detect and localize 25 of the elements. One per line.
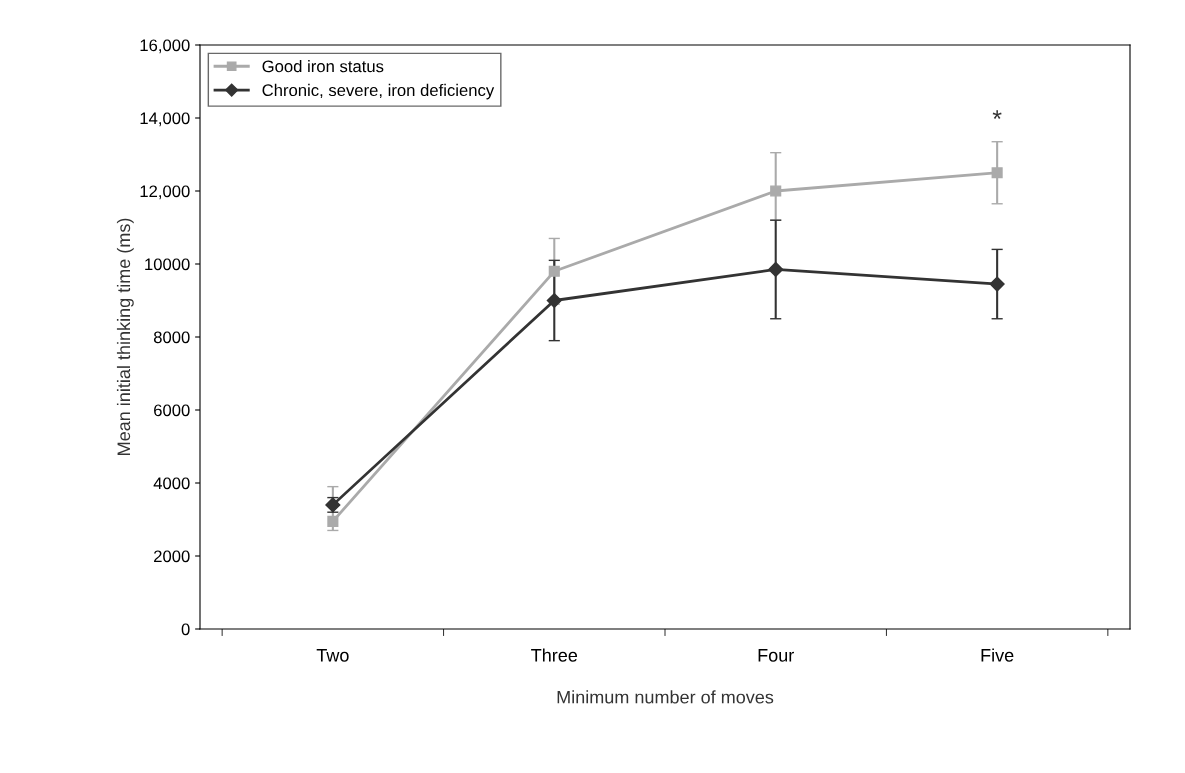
y-tick-label: 14,000 xyxy=(140,112,190,127)
point xyxy=(989,276,1005,292)
x-tick-label: Two xyxy=(316,649,349,662)
y-axis-title: Mean initial thinking time (ms) xyxy=(116,218,134,455)
point xyxy=(546,292,562,309)
y-tick-label: 6000 xyxy=(154,404,190,417)
x-tick-label: Three xyxy=(531,648,578,662)
point xyxy=(327,515,339,527)
y-tick-label: 12,000 xyxy=(140,185,190,200)
y-tick-label: 16,000 xyxy=(140,39,190,54)
y-tick-label: 8000 xyxy=(153,331,190,344)
y-tick-label: 10000 xyxy=(145,258,190,271)
legend-label: Good iron status xyxy=(262,60,384,73)
x-axis-title: Minimum number of moves xyxy=(557,690,774,704)
point xyxy=(991,167,1003,179)
x-tick-label: Five xyxy=(981,648,1014,662)
y-tick-label: 0 xyxy=(181,623,190,636)
point xyxy=(770,185,782,197)
point xyxy=(768,261,784,278)
x-tick-label: Four xyxy=(758,649,794,662)
legend-label: Chronic, severe, iron deficiency xyxy=(262,83,495,100)
point xyxy=(548,265,560,277)
y-tick-label: 4000 xyxy=(153,477,190,490)
annotation: * xyxy=(992,110,1002,119)
y-tick-label: 2000 xyxy=(154,550,190,563)
